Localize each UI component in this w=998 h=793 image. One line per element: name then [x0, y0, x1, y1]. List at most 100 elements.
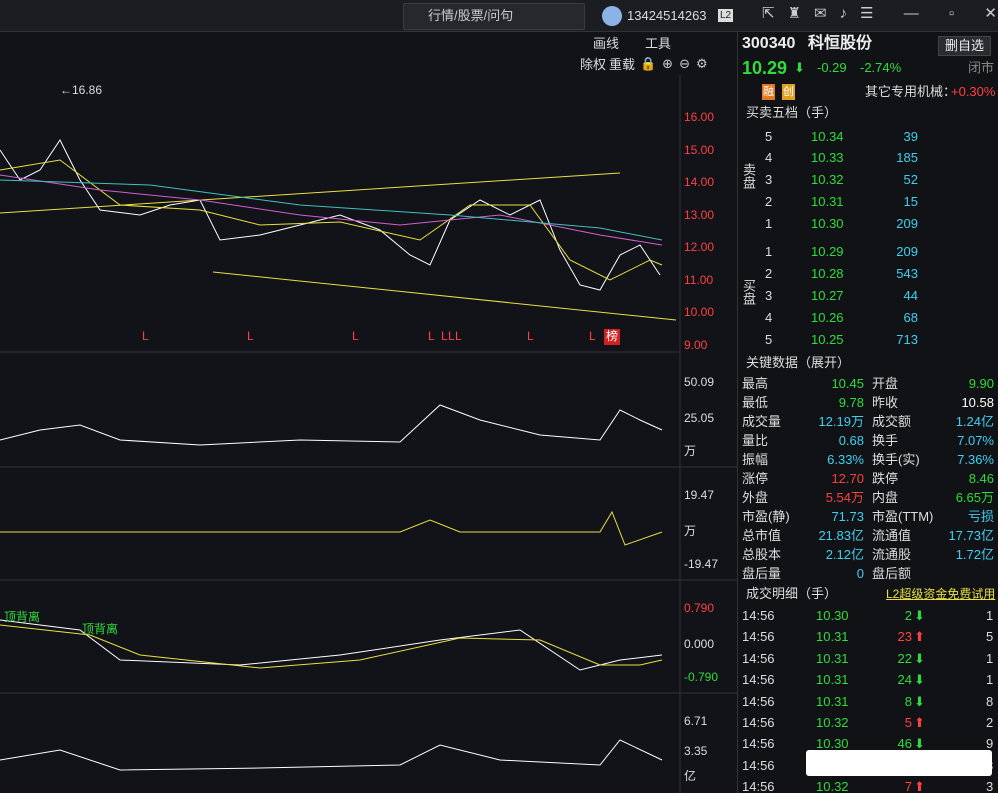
high-label: ←16.86 [60, 83, 102, 97]
axis-label: -19.47 [684, 557, 718, 571]
key-value: 12.19万 [818, 414, 864, 429]
axis-label: 25.05 [684, 411, 714, 425]
trend-line [0, 172, 621, 214]
key-value: 9.90 [968, 376, 994, 391]
trade-volume: 46 [897, 736, 912, 752]
trade-time: 14:56 [742, 650, 775, 666]
ask-price: 10.32 [811, 172, 844, 187]
level: 3 [765, 172, 773, 187]
key-value: 1.24亿 [955, 414, 994, 429]
ask-price: 10.31 [811, 194, 844, 209]
section-title: 买卖五档（手） [746, 105, 838, 120]
price-tick: 13.00 [684, 208, 714, 222]
trade-price: 10.31 [816, 650, 849, 666]
amount-ma [0, 739, 663, 771]
signal-line [0, 624, 663, 669]
axis-label: 万 [684, 444, 696, 458]
key-value: 5.54万 [825, 490, 864, 505]
level: 3 [765, 288, 773, 303]
key-value: 6.65万 [955, 490, 994, 505]
key-label: 流通股 [872, 547, 912, 562]
signal-marker: L [428, 329, 435, 343]
buy-label: 买盘 [741, 279, 756, 305]
trade-direction: ⬇ [914, 650, 925, 666]
bid-volume: 543 [896, 266, 918, 281]
search-box[interactable] [403, 3, 585, 30]
trade-price: 10.31 [816, 629, 849, 645]
trade-price: 10.31 [816, 693, 849, 709]
ma-line [0, 174, 663, 246]
trade-time: 14:56 [742, 736, 775, 752]
bid-price: 10.28 [811, 266, 844, 281]
axis-label: 6.71 [684, 714, 708, 728]
search-placeholder[interactable]: 行情/股票/问句 [428, 8, 514, 23]
stock-code: 300340 [742, 35, 796, 52]
chart-area [0, 32, 737, 793]
trade-count: 1 [986, 672, 994, 688]
toolbar-icons[interactable]: ⇱♜✉♪☰ — ▫ ✕ [762, 5, 998, 22]
price-tick: 10.00 [684, 305, 714, 319]
trade-count: 3 [986, 779, 994, 793]
volume-ma [0, 404, 663, 446]
ma-line [0, 179, 663, 241]
key-value: 12.70 [831, 471, 864, 486]
trade-volume: 7 [904, 779, 912, 793]
level: 4 [765, 310, 773, 325]
level: 5 [765, 129, 773, 144]
trade-direction: ⬇ [914, 693, 925, 709]
chart-icons[interactable]: 🔒⊕⊖⚙ [640, 56, 714, 71]
trade-volume: 8 [904, 693, 912, 709]
price-tick: 15.00 [684, 143, 714, 157]
bid-volume: 68 [903, 310, 918, 325]
section-title: 成交明细（手） [746, 586, 838, 601]
divider [737, 32, 738, 793]
exright-button[interactable]: 除权 [580, 57, 607, 72]
bid-volume: 44 [903, 288, 918, 303]
remove-watch-button[interactable]: 删自选 [938, 36, 992, 56]
key-label: 总股本 [742, 547, 782, 562]
price-tick: 16.00 [684, 110, 714, 124]
trade-volume: 2 [904, 608, 912, 623]
key-label: 外盘 [742, 490, 769, 505]
bid-price: 10.29 [811, 244, 844, 259]
axis-label: 50.09 [684, 375, 714, 389]
trade-price: 10.32 [816, 715, 849, 730]
level: 2 [765, 266, 773, 281]
ime-toolbar[interactable] [806, 750, 992, 776]
trade-time: 14:56 [742, 629, 775, 645]
key-label: 最高 [742, 376, 769, 391]
key-label: 最低 [742, 395, 769, 410]
change: -0.29 [817, 60, 847, 75]
key-value: 6.33% [827, 452, 864, 467]
reload-button[interactable]: 重载 [609, 57, 636, 72]
key-label: 昨收 [872, 395, 899, 410]
charts: 16.00 15.00 14.00 13.00 12.00 11.00 10.00 9.00 ←… [0, 75, 737, 793]
trade-time: 14:56 [742, 779, 775, 793]
trade-direction: ⬆ [914, 629, 925, 645]
key-value: 7.36% [957, 452, 994, 467]
axis-label: 0.000 [684, 637, 714, 651]
ask-price: 10.33 [811, 150, 844, 165]
trade-count: 2 [986, 715, 994, 730]
down-arrow: ⬇ [794, 60, 805, 75]
key-value: 10.45 [831, 376, 864, 391]
bid-price: 10.27 [811, 288, 844, 303]
level: 1 [765, 244, 773, 259]
axis-label: 0.790 [684, 601, 714, 615]
avatar[interactable] [602, 6, 622, 26]
account[interactable]: 13424514263 [627, 8, 707, 23]
trade-time: 14:56 [742, 757, 775, 773]
l2-badge: L2 [718, 9, 734, 22]
ask-volume: 52 [903, 172, 918, 187]
tools-button[interactable]: 工具 [645, 36, 672, 51]
draw-button[interactable]: 画线 [593, 36, 620, 51]
price-tick: 11.00 [684, 273, 713, 287]
key-value: 9.78 [838, 395, 864, 410]
trade-count: 5 [986, 629, 994, 645]
right-panel [738, 32, 998, 793]
flow-line [0, 510, 663, 546]
divergence-note: 顶背离 [4, 609, 40, 624]
section-title: 关键数据（展开） [746, 355, 851, 370]
promo-link[interactable]: L2超级资金免费试用 [886, 587, 996, 601]
trade-time: 14:56 [742, 608, 775, 623]
